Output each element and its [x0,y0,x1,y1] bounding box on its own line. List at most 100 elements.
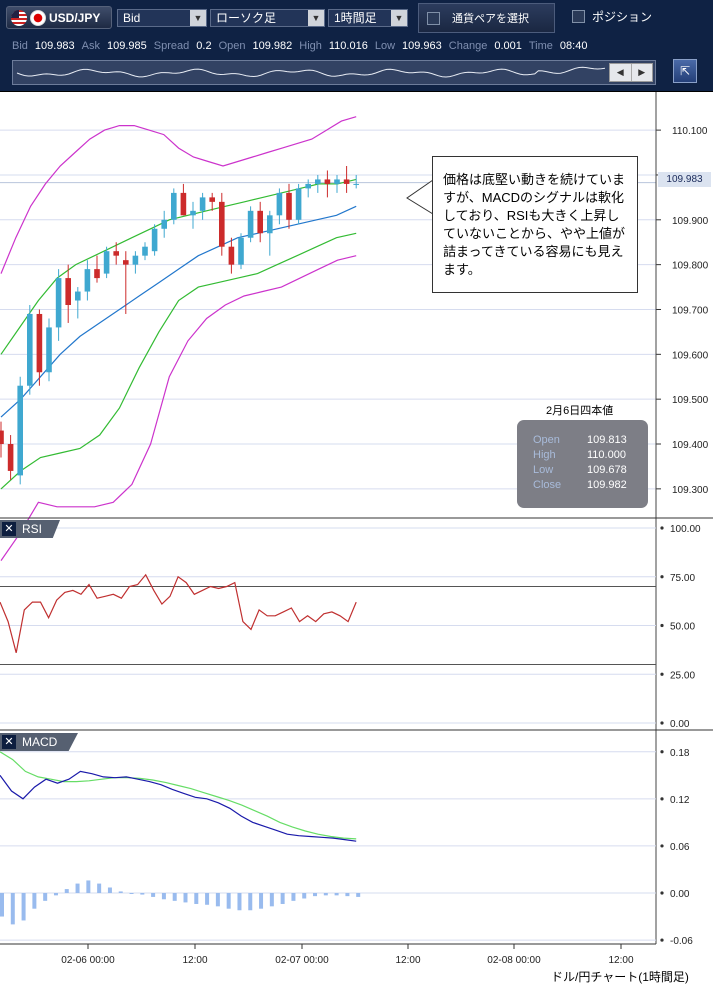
macd-histogram-bar [334,893,339,896]
rsi-line [0,573,357,653]
macd-histogram-bar [194,893,199,904]
macd-histogram-bar [302,893,307,899]
time-tick-label: 02-07 00:00 [275,955,329,966]
rsi-panel-label: RSI [22,522,43,536]
scroll-left-icon[interactable]: ◀ [610,64,632,81]
checkbox-icon [427,11,440,25]
candle-body [190,210,196,216]
macd-histogram-bar [172,893,177,901]
macd-tick [660,797,664,801]
chart-type-select[interactable]: ローソク足 ▼ [210,9,325,27]
price-tick-label: 109.700 [672,305,709,316]
quote-value-high: 110.016 [328,40,368,52]
macd-histogram-bar [237,893,242,911]
quote-value-spread: 0.2 [196,40,212,52]
candle-body [0,430,4,445]
candle-body [219,201,225,247]
candle-body [161,219,167,229]
candle-body [315,179,321,184]
ohlc-key: Open [533,434,560,446]
macd-histogram-bar [291,893,296,901]
candle-body [171,192,177,220]
macd-tick-label: 0.12 [670,795,690,806]
candle-body [7,444,14,471]
candle-body [65,278,71,305]
rsi-tick-label: 0.00 [670,719,690,730]
quote-value-bid: 109.983 [34,40,75,52]
candle-body [199,197,206,211]
quote-value-time: 08:40 [559,40,588,52]
position-label: ポジション [592,10,653,24]
ohlc-value: 110.000 [587,449,626,461]
candle-body [123,260,129,265]
price-tick-label: 109.300 [672,485,709,496]
price-type-select[interactable]: Bid ▼ [117,9,207,27]
close-icon[interactable]: ✕ [2,735,16,749]
candle-body [324,179,331,184]
macd-tick-label: 0.00 [670,889,690,900]
bollinger-lower-line [0,255,357,561]
close-icon[interactable]: ✕ [2,522,16,536]
select-pair-button[interactable]: 通貨ペアを選択 [418,3,555,33]
ohlc-value: 109.813 [587,434,627,446]
currency-pair-button[interactable]: USD/JPY [6,6,112,29]
rsi-panel-tab: ✕ RSI [0,520,60,538]
rsi-tick [660,672,664,676]
candle-body [180,192,187,216]
overview-navigator[interactable]: ◀ ▶ [12,60,656,85]
macd-tick [660,750,664,754]
macd-histogram-bar [107,887,112,893]
candle-body [286,192,292,220]
quote-label-time: Time [528,40,553,52]
macd-histogram-bar [75,883,80,893]
candle-body [238,237,244,265]
quote-label-low: Low [374,40,396,52]
timeframe-value: 1時間足 [334,11,377,25]
us-flag-icon [11,9,27,26]
rsi-tick [660,575,664,579]
quote-label-ask: Ask [81,40,101,52]
candle-body [75,291,81,301]
overview-nav[interactable]: ◀ ▶ [609,63,653,82]
rsi-tick-label: 75.00 [670,573,695,584]
candle-body [247,210,254,238]
candle-body [27,313,33,386]
ohlc-key: High [533,449,556,461]
time-tick-label: 12:00 [182,955,207,966]
macd-histogram-bar [269,893,274,907]
macd-tick [660,844,664,848]
expand-icon[interactable]: ⇱ [673,59,697,83]
price-type-value: Bid [123,11,141,25]
quote-label-bid: Bid [12,40,28,52]
quote-value-ask: 109.985 [107,40,147,52]
candle-body [305,183,311,189]
quote-label-change: Change [448,40,488,52]
callout-pointer [406,179,434,215]
macd-histogram-bar [97,883,102,893]
scroll-right-icon[interactable]: ▶ [638,67,646,77]
macd-histogram-bar [226,893,231,909]
overview-sparkline [16,66,606,78]
macd-histogram-bar [64,889,69,893]
bollinger-upper1-line [0,178,357,355]
ohlc-key: Low [533,464,554,476]
chart-area[interactable]: 110.100 110.000 109.900 109.800 109.700 109.6… [0,92,713,986]
macd-histogram-bar [86,880,91,893]
quote-label-open: Open [218,40,246,52]
current-price-badge: 109.983 [658,172,711,187]
macd-tick [660,891,664,895]
rsi-tick-label: 50.00 [670,622,695,633]
macd-histogram-bar [161,893,166,900]
time-tick-label: 12:00 [608,955,633,966]
position-checkbox[interactable]: ポジション [572,8,652,25]
candle-body [84,269,91,292]
macd-histogram-bar [323,893,328,896]
moving-average-line [0,205,357,418]
toolbar-row: USD/JPY Bid ▼ ローソク足 ▼ 1時間足 ▼ 通貨ペアを選択 ポジシ… [0,0,713,36]
quote-row: Bid 109.983 Ask 109.985 Spread 0.2 Open 109.982… [0,37,713,55]
rsi-tick [660,623,664,628]
timeframe-select[interactable]: 1時間足 ▼ [328,9,408,27]
bollinger-upper-line [0,116,357,274]
candle-body [267,215,273,234]
